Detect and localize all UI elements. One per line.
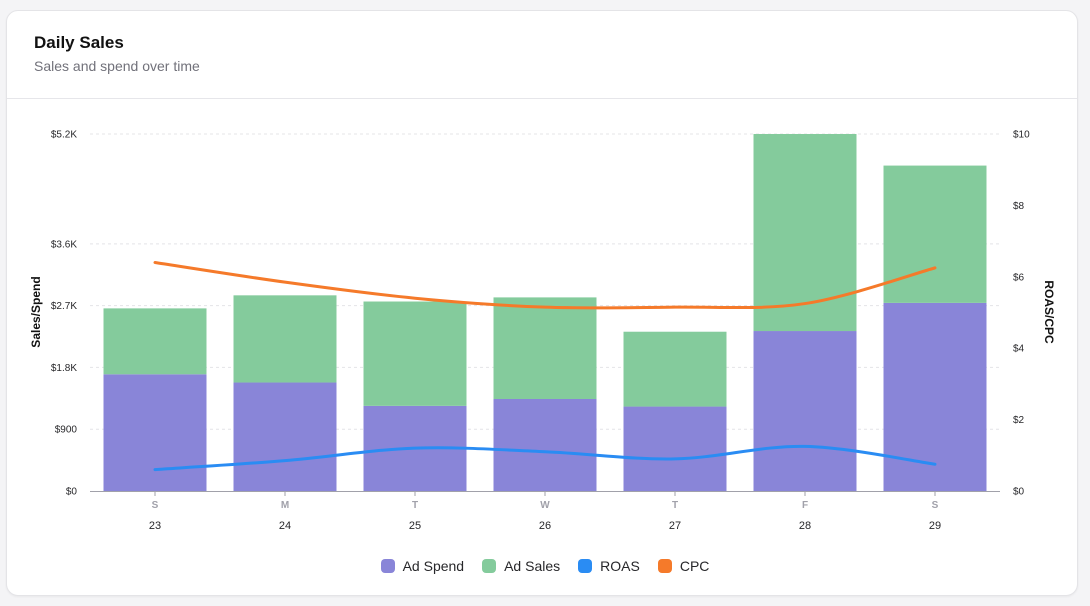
x-date-label: 27 — [669, 520, 681, 532]
bar-ad-sales — [493, 297, 597, 400]
chart-subtitle: Sales and spend over time — [34, 58, 200, 74]
x-date-label: 24 — [279, 520, 291, 532]
legend-label-cpc: CPC — [679, 558, 710, 574]
header-divider — [7, 98, 1077, 99]
chart-legend: Ad Spend Ad Sales ROAS CPC — [0, 558, 1090, 574]
line-cpc — [153, 261, 937, 310]
x-day-label: S — [932, 500, 939, 511]
y-tick-label: $1.8K — [51, 363, 77, 374]
y-tick-label: $3.6K — [51, 239, 77, 250]
x-day-label: M — [281, 500, 289, 511]
y2-tick-label: $4 — [1013, 344, 1025, 355]
legend-item-cpc[interactable]: CPC — [657, 558, 710, 574]
y2-tick-label: $2 — [1013, 415, 1025, 426]
y-tick-label: $0 — [66, 487, 78, 498]
bar-ad-sales — [883, 165, 987, 303]
legend-label-ad-spend: Ad Spend — [402, 558, 465, 574]
y-tick-label: $2.7K — [51, 301, 77, 312]
y-tick-label: $5.2K — [51, 130, 77, 141]
bar-ad-spend — [103, 374, 207, 491]
x-day-label: S — [152, 500, 159, 511]
y2-tick-label: $0 — [1013, 487, 1025, 498]
legend-item-roas[interactable]: ROAS — [578, 558, 640, 574]
x-day-label: T — [412, 500, 418, 511]
y-tick-label: $900 — [55, 425, 78, 436]
bar-ad-sales — [363, 301, 467, 406]
x-day-label: T — [672, 500, 678, 511]
y2-axis-title: ROAS/CPC — [1042, 280, 1056, 344]
legend-swatch-cpc — [657, 559, 672, 573]
x-date-label: 28 — [799, 520, 811, 532]
bar-ad-spend — [753, 331, 857, 491]
y2-tick-label: $6 — [1013, 272, 1025, 283]
legend-swatch-ad-spend — [380, 559, 395, 573]
y2-tick-label: $8 — [1013, 201, 1025, 212]
legend-label-ad-sales: Ad Sales — [504, 558, 561, 574]
x-day-label: F — [802, 500, 808, 511]
bar-ad-spend — [623, 406, 727, 491]
legend-swatch-roas — [578, 559, 593, 573]
x-day-label: W — [540, 500, 550, 511]
x-date-label: 25 — [409, 520, 421, 532]
bar-ad-sales — [233, 295, 337, 383]
y-axis-title: Sales/Spend — [29, 276, 43, 347]
x-date-label: 23 — [149, 520, 161, 532]
legend-item-ad-sales[interactable]: Ad Sales — [482, 558, 560, 574]
y2-tick-label: $10 — [1013, 130, 1030, 141]
bar-ad-spend — [233, 382, 337, 491]
bar-ad-sales — [753, 134, 857, 332]
bar-ad-sales — [103, 308, 207, 375]
x-date-label: 26 — [539, 520, 551, 532]
bar-ad-spend — [493, 399, 597, 491]
chart-title: Daily Sales — [34, 33, 124, 52]
line-roas — [153, 444, 937, 472]
x-date-label: 29 — [929, 520, 941, 532]
legend-swatch-ad-sales — [482, 559, 497, 573]
legend-label-roas: ROAS — [600, 558, 640, 574]
legend-item-ad-spend[interactable]: Ad Spend — [380, 558, 465, 574]
bar-ad-sales — [623, 331, 727, 407]
